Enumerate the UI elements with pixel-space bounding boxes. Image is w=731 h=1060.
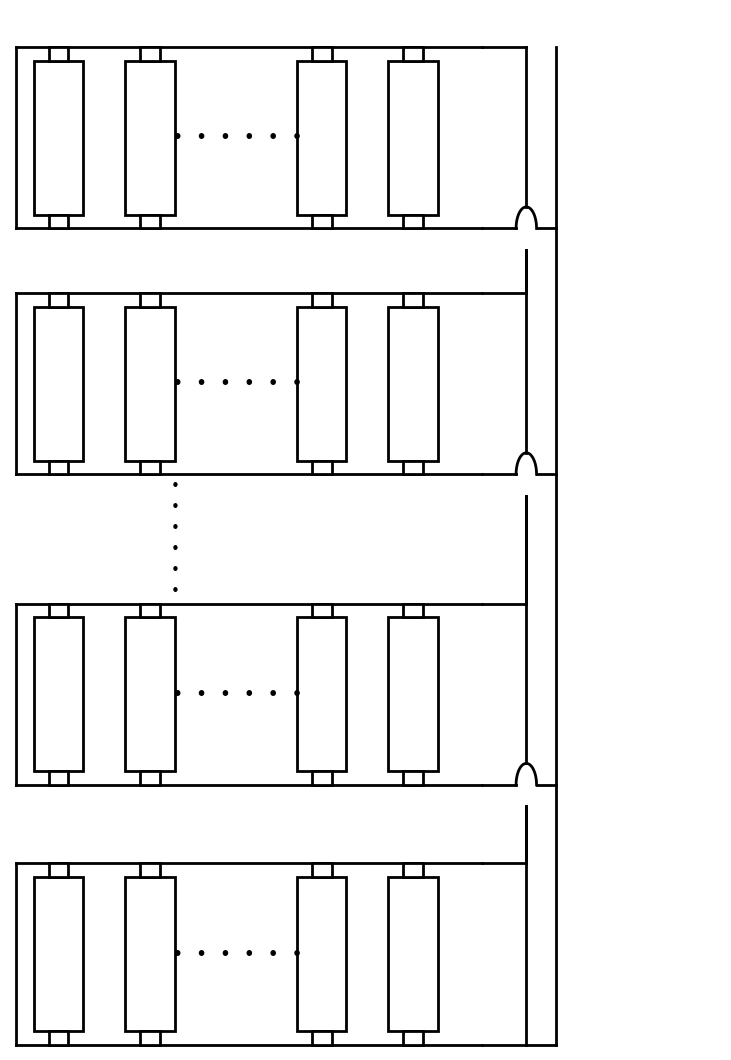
Bar [311, 772, 332, 784]
Bar [140, 215, 160, 229]
Bar [48, 294, 69, 307]
Bar [34, 617, 83, 772]
Bar [48, 863, 69, 878]
Bar [403, 48, 423, 60]
Bar [125, 60, 175, 214]
Bar [403, 460, 423, 475]
Bar [140, 772, 160, 784]
Bar [34, 307, 83, 460]
Bar [388, 307, 438, 460]
Bar [311, 460, 332, 475]
Bar [297, 307, 346, 460]
Bar [140, 604, 160, 617]
Bar [48, 215, 69, 229]
Bar [403, 215, 423, 229]
Bar [311, 294, 332, 307]
Bar [125, 878, 175, 1030]
Text: •  •  •  •  •  •: • • • • • • [173, 374, 303, 393]
Bar [403, 772, 423, 784]
Bar [403, 604, 423, 617]
Text: •  •  •  •  •  •: • • • • • • [173, 685, 303, 704]
Text: •
•
•
•
•
•: • • • • • • [171, 479, 180, 599]
Text: •  •  •  •  •  •: • • • • • • [173, 128, 303, 147]
Bar [297, 60, 346, 214]
Bar [388, 878, 438, 1030]
Bar [311, 48, 332, 60]
Bar [311, 604, 332, 617]
Text: •  •  •  •  •  •: • • • • • • [173, 944, 303, 964]
Bar [311, 1030, 332, 1045]
Bar [34, 878, 83, 1030]
Bar [140, 863, 160, 878]
Bar [297, 617, 346, 772]
Bar [140, 294, 160, 307]
Bar [48, 460, 69, 475]
Bar [388, 60, 438, 214]
Bar [403, 294, 423, 307]
Bar [403, 863, 423, 878]
Bar [311, 863, 332, 878]
Bar [297, 878, 346, 1030]
Bar [140, 48, 160, 60]
Bar [388, 617, 438, 772]
Bar [48, 48, 69, 60]
Bar [125, 617, 175, 772]
Bar [48, 1030, 69, 1045]
Bar [311, 215, 332, 229]
Bar [48, 604, 69, 617]
Bar [48, 772, 69, 784]
Bar [34, 60, 83, 214]
Bar [403, 1030, 423, 1045]
Bar [125, 307, 175, 460]
Bar [140, 1030, 160, 1045]
Bar [140, 460, 160, 475]
